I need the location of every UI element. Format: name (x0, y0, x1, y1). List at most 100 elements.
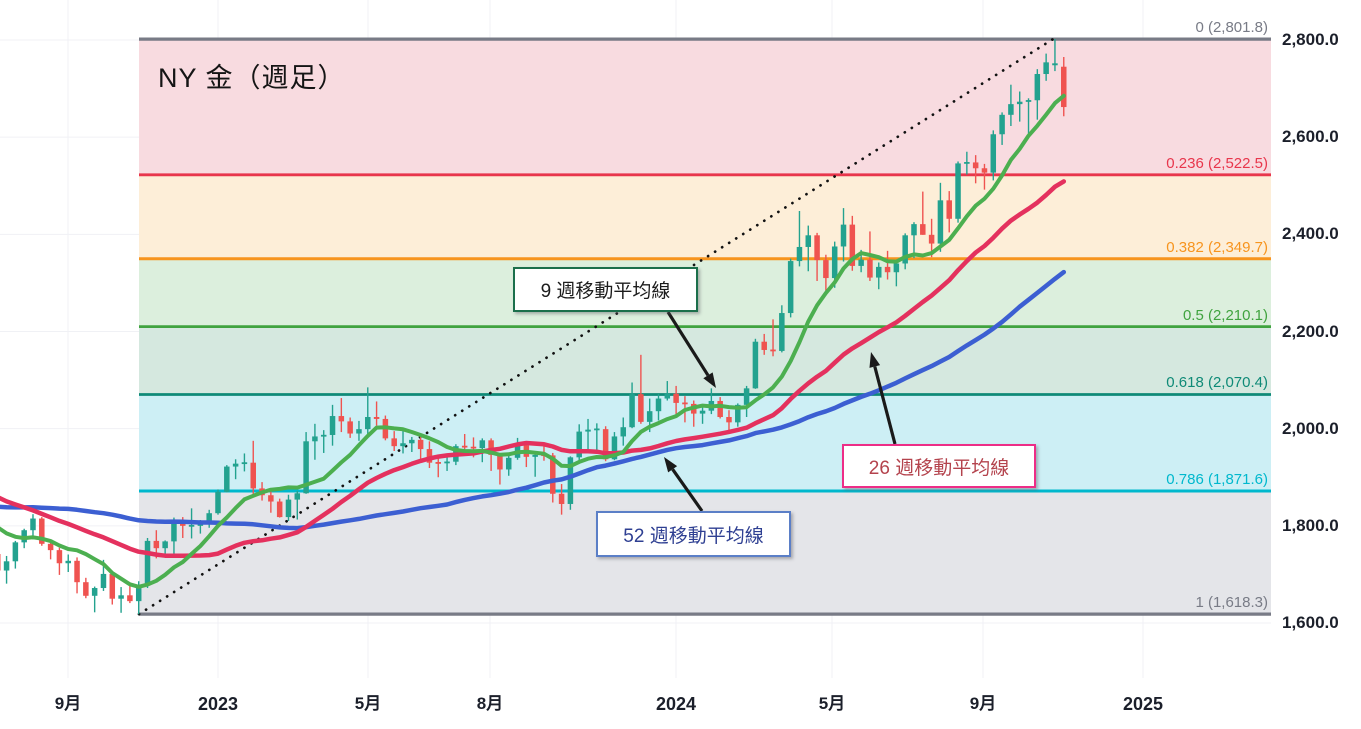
fib-level-label: 0.5 (2,210.1) (1182, 306, 1268, 324)
x-axis-tick: 8月 (476, 694, 504, 713)
candle-body (646, 411, 653, 422)
x-axis-tick: 2025 (1122, 694, 1164, 714)
candle-body (224, 466, 230, 492)
candle-body (12, 542, 19, 562)
candle-body (602, 429, 609, 460)
arrow-ma52 (664, 457, 704, 512)
candle-body (47, 543, 54, 551)
candle-body (0, 554, 1, 571)
candle-body (188, 524, 195, 527)
candle-body (1061, 66, 1067, 108)
candle-body (849, 224, 856, 266)
y-axis-tick: 2,200.0 (1282, 321, 1339, 341)
candle-body (100, 573, 107, 589)
candle-body (127, 595, 133, 602)
candle-body (144, 540, 151, 586)
candle-body (373, 417, 380, 419)
candle-body (171, 520, 177, 542)
candle-body (928, 234, 935, 244)
annotation-ma26-label: 26 週移動平均線 (868, 457, 1010, 479)
candle-body (197, 523, 204, 526)
ma-52w-line (0, 269, 1067, 531)
candle-body (594, 428, 600, 431)
candle-body (435, 462, 441, 464)
candle-body (558, 493, 565, 504)
x-axis-tick: 9月 (969, 694, 997, 713)
candle-body (268, 495, 274, 502)
candle-body (638, 394, 644, 422)
candle-body (497, 454, 503, 470)
candle-body (972, 162, 979, 169)
fib-level-label: 0.382 (2,349.7) (1166, 238, 1268, 256)
candle-body (735, 404, 741, 423)
fib-level-label: 0.786 (1,871.6) (1166, 471, 1268, 489)
candle-body (347, 421, 353, 434)
candle-body (1052, 63, 1058, 66)
candle-body (990, 134, 997, 173)
candle-body (1043, 62, 1049, 75)
candle-body (893, 263, 900, 273)
candle-body (550, 455, 556, 494)
candle-body (787, 261, 794, 314)
annotation-ma52: 52 週移動平均線 (596, 511, 791, 557)
x-axis-tick: 9月 (54, 694, 82, 713)
candle-body (109, 573, 116, 599)
y-axis-tick: 2,000.0 (1282, 418, 1339, 438)
candle-body (629, 394, 635, 428)
arrow-ma26 (869, 352, 897, 445)
candle-body (505, 457, 512, 470)
candle-body (320, 434, 327, 437)
x-axis-tick: 2023 (197, 694, 239, 714)
candle-body (294, 493, 301, 500)
candle-body (867, 259, 873, 278)
candle-body (964, 162, 970, 164)
fib-level-label: 0.236 (2,522.5) (1166, 154, 1268, 172)
candle-body (1034, 74, 1041, 101)
x-axis-tick: 5月 (818, 694, 846, 713)
y-axis-tick: 1,600.0 (1282, 613, 1339, 632)
candle-body (250, 462, 256, 489)
candle-body (312, 436, 318, 442)
candle-body (902, 235, 908, 264)
candle-body (814, 235, 820, 261)
candle-body (276, 501, 283, 518)
candle-body (611, 436, 618, 460)
fib-lines (139, 37, 1271, 616)
candle-body (876, 266, 882, 278)
candle-body (585, 429, 591, 432)
y-axis-tick: 2,600.0 (1282, 127, 1339, 147)
candle-body (1016, 101, 1023, 105)
candle-body (338, 416, 345, 422)
candle-body (717, 400, 723, 418)
candle-body (391, 438, 397, 447)
candle-body (911, 224, 917, 236)
candle-body (329, 416, 336, 435)
candle-body (743, 388, 750, 405)
y-axis-tick: 2,800.0 (1282, 30, 1339, 49)
candle-body (752, 341, 759, 389)
candle-body (135, 585, 142, 602)
candle-body (285, 499, 292, 518)
candle-body (444, 461, 450, 464)
candle-body (488, 440, 494, 455)
trendline (137, 37, 1055, 616)
candle-body (673, 393, 679, 403)
candle-body (576, 431, 582, 458)
candle-body (426, 449, 433, 463)
annotation-ma9: 9 週移動平均線 (513, 267, 698, 312)
y-axis-tick: 1,800.0 (1282, 515, 1339, 535)
candle-body (699, 410, 706, 414)
candle-body (946, 200, 952, 219)
candle-body (567, 457, 574, 504)
candle-body (232, 463, 239, 467)
candle-body (858, 259, 864, 266)
x-axis-tick: 2024 (655, 694, 697, 714)
candle-body (981, 168, 988, 173)
fib-level-label: 0.618 (2,070.4) (1166, 374, 1268, 392)
candle-body (999, 114, 1005, 135)
candle-body (215, 491, 221, 514)
candle-body (1025, 100, 1032, 102)
candle-body (920, 224, 926, 235)
candle-body (83, 582, 89, 596)
